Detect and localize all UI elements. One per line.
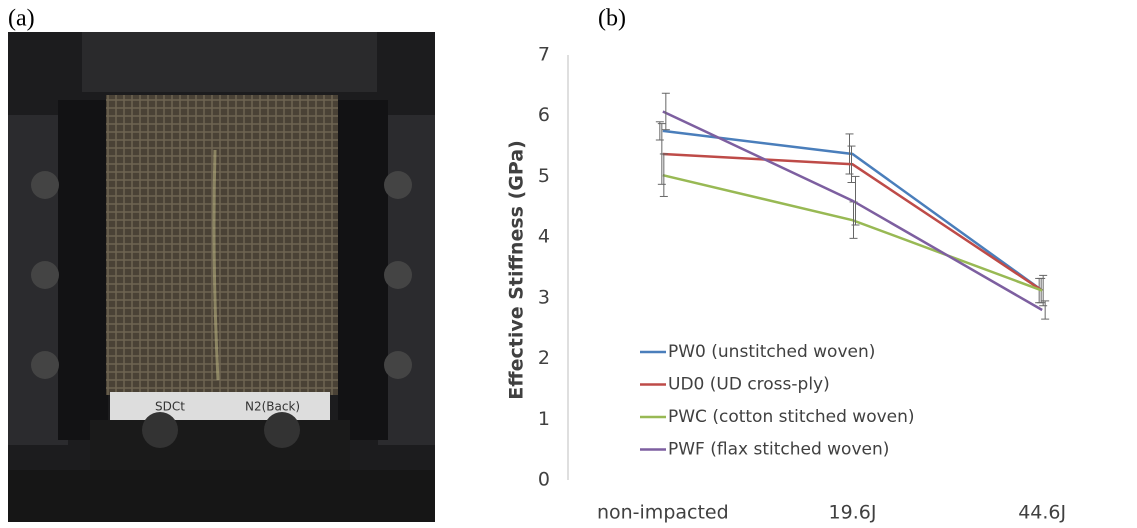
legend-label: PWC (cotton stitched woven) [668, 407, 915, 427]
x-tick-label: non-impacted [597, 502, 729, 524]
y-tick-label: 5 [538, 165, 550, 187]
panel-label: (b) [598, 6, 626, 32]
series-line [662, 129, 1043, 292]
x-tick-label: 19.6J [829, 502, 877, 524]
photo-text: N2(Back) [245, 400, 300, 414]
x-tick-label: 44.6J [1018, 502, 1066, 524]
photo: SDCt N2(Back) [8, 32, 435, 522]
legend-label: UD0 (UD cross-ply) [668, 375, 830, 395]
error-bar [655, 121, 664, 141]
panel-label: (a) [8, 6, 35, 32]
error-bar [659, 153, 668, 197]
series-line [662, 152, 1043, 292]
y-tick-label: 1 [538, 408, 550, 430]
y-tick-label: 0 [538, 469, 550, 491]
y-tick-label: 4 [538, 226, 550, 248]
series-line [662, 110, 1043, 312]
error-bar [851, 175, 860, 226]
y-tick-label: 7 [538, 44, 550, 66]
legend-label: PW0 (unstitched woven) [668, 342, 875, 362]
error-bar [1041, 300, 1050, 320]
legend-label: PWF (flax stitched woven) [668, 440, 889, 460]
error-bar [845, 133, 854, 175]
series-line [662, 173, 1043, 292]
y-tick-label: 6 [538, 104, 550, 126]
photo-text: SDCt [155, 400, 185, 414]
y-tick-label: 3 [538, 286, 550, 308]
y-axis-title: Effective Stiffness (GPa) [506, 140, 528, 400]
error-bar [661, 92, 670, 131]
y-tick-label: 2 [538, 347, 550, 369]
